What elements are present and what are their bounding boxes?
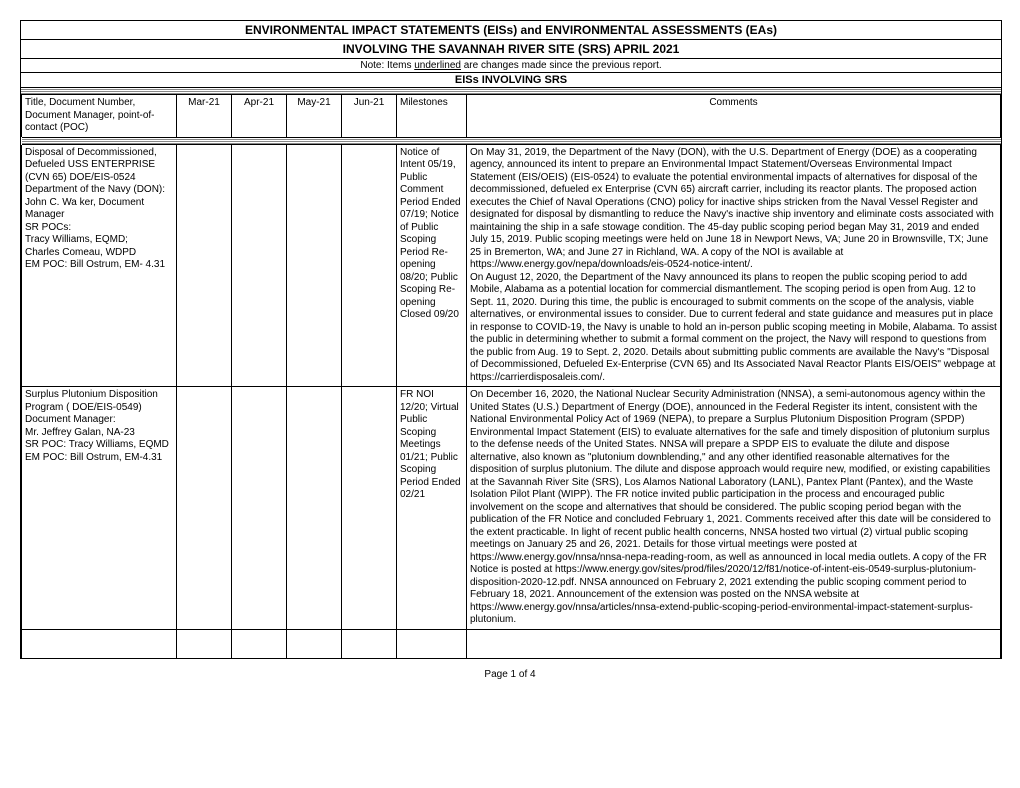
col-header-may: May-21 [287, 95, 342, 137]
entry-2-title: Surplus Plutonium Disposition Program ( … [22, 387, 177, 630]
entry-1-may [287, 145, 342, 387]
note-line: Note: Items underlined are changes made … [21, 59, 1001, 73]
hatch-divider-2 [22, 137, 1001, 145]
entry-2-may [287, 387, 342, 630]
note-underlined: underlined [414, 60, 461, 71]
main-table: Title, Document Number, Document Manager… [21, 95, 1001, 658]
entry-2-jun [342, 387, 397, 630]
col-header-apr: Apr-21 [232, 95, 287, 137]
section-heading: EISs INVOLVING SRS [21, 73, 1001, 87]
col-header-title: Title, Document Number, Document Manager… [22, 95, 177, 137]
title-line-1: ENVIRONMENTAL IMPACT STATEMENTS (EISs) a… [21, 21, 1001, 40]
empty-cell [22, 629, 177, 658]
title-line-2: INVOLVING THE SAVANNAH RIVER SITE (SRS) … [21, 40, 1001, 59]
entry-1-mar [177, 145, 232, 387]
document-container: ENVIRONMENTAL IMPACT STATEMENTS (EISs) a… [20, 20, 1002, 659]
entry-1-apr [232, 145, 287, 387]
entry-2-comments: On December 16, 2020, the National Nucle… [467, 387, 1001, 630]
col-header-mar: Mar-21 [177, 95, 232, 137]
page-footer: Page 1 of 4 [20, 659, 1000, 680]
entry-2-apr [232, 387, 287, 630]
entry-1-jun [342, 145, 397, 387]
entry-1-milestones: Notice of Intent 05/19, Public Comment P… [397, 145, 467, 387]
col-header-jun: Jun-21 [342, 95, 397, 137]
note-prefix: Note: Items [360, 60, 414, 71]
note-suffix: are changes made since the previous repo… [461, 60, 662, 71]
entry-1-title: Disposal of Decommissioned, Defueled USS… [22, 145, 177, 387]
entry-2-milestones: FR NOI 12/20; Virtual Public Scoping Mee… [397, 387, 467, 630]
col-header-comments: Comments [467, 95, 1001, 137]
entry-2-mar [177, 387, 232, 630]
entry-row-1: Disposal of Decommissioned, Defueled USS… [22, 145, 1001, 387]
hatch-divider [21, 87, 1001, 95]
hatch-row [22, 137, 1001, 145]
col-header-milestones: Milestones [397, 95, 467, 137]
header-row: Title, Document Number, Document Manager… [22, 95, 1001, 137]
empty-row [22, 629, 1001, 658]
entry-1-comments: On May 31, 2019, the Department of the N… [467, 145, 1001, 387]
entry-row-2: Surplus Plutonium Disposition Program ( … [22, 387, 1001, 630]
